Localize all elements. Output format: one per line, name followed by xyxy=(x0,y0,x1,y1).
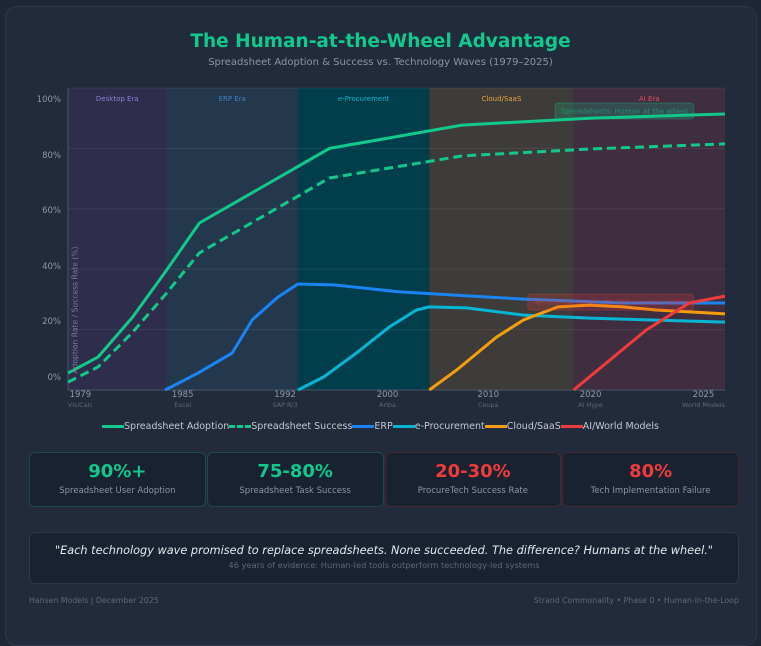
x-tick-year: 2000 xyxy=(376,390,399,400)
era-band-cloud-saas xyxy=(429,88,574,390)
y-tick-label: 40% xyxy=(42,261,61,272)
x-tick-year: 2025 xyxy=(692,390,715,400)
x-tick: 2010 Coupa xyxy=(477,390,499,410)
x-tick-event: World Models xyxy=(682,401,725,409)
legend-item-e-procurement[interactable]: e-Procurement xyxy=(392,421,485,432)
era-labels: Desktop Era ERP Era e-Procurement Cloud/Saa… xyxy=(96,95,660,103)
x-tick-event: VisiCalc xyxy=(68,401,93,409)
stat-value: 20-30% xyxy=(435,461,511,482)
x-tick-event: Excel xyxy=(174,401,192,409)
y-tick-label: 20% xyxy=(42,317,61,328)
x-tick-event: Ariba xyxy=(379,401,396,409)
x-tick: 2020 AI Hype xyxy=(578,390,603,410)
x-tick-year: 1992 xyxy=(274,390,296,400)
legend-label: ERP xyxy=(374,421,393,432)
series-line-erp xyxy=(164,282,725,392)
legend-swatch xyxy=(560,425,583,428)
stat-label: ProcureTech Success Rate xyxy=(417,486,528,496)
quote-text: "Each technology wave promised to replac… xyxy=(54,544,714,557)
x-tick: 2000 Ariba xyxy=(377,390,399,410)
y-tick-label: 60% xyxy=(42,206,61,217)
stat-label: Spreadsheet User Adoption xyxy=(59,486,176,496)
series-line-spreadsheet-adoption xyxy=(67,112,726,375)
era-label-desktop-era: Desktop Era xyxy=(96,95,139,103)
y-axis-tick-labels: 100% 80% 60% 40% 20% 0% xyxy=(20,95,61,384)
x-tick-year: 1979 xyxy=(69,390,92,400)
legend-swatch xyxy=(484,425,507,428)
legend-label: Spreadsheet Success xyxy=(251,421,353,432)
era-label-erp-era: ERP Era xyxy=(219,95,246,103)
y-tick-label: 100% xyxy=(36,95,61,105)
legend-swatch xyxy=(229,425,252,428)
legend-swatch xyxy=(352,425,375,428)
y-tick-label: 80% xyxy=(42,150,61,161)
legend-label: AI/World Models xyxy=(582,421,659,432)
legend-swatch xyxy=(392,425,415,428)
legend-item-cloud-saas[interactable]: Cloud/SaaS xyxy=(484,421,561,432)
chart-legend: Spreadsheet Adoption Spreadsheet Success… xyxy=(0,421,761,432)
annotation-text: Technology waves: 20-30% success ceiling xyxy=(533,298,688,307)
stat-label: Spreadsheet Task Success xyxy=(239,486,351,496)
x-tick-event: SAP R/3 xyxy=(272,401,298,409)
annotation-box xyxy=(527,293,695,311)
page-title: The Human-at-the-Wheel Advantage xyxy=(190,31,571,52)
stat-cards: 90%+ Spreadsheet User Adoption 75-80% Spre… xyxy=(29,452,739,507)
stat-label: Tech Implementation Failure xyxy=(590,486,711,496)
annotation-box xyxy=(554,102,695,120)
x-tick-event: Coupa xyxy=(478,401,499,409)
annotation: Technology waves: 20-30% success ceiling xyxy=(527,293,695,311)
era-label-e-procurement: e-Procurement xyxy=(338,95,390,103)
era-bands xyxy=(68,88,725,390)
stat-value: 80% xyxy=(629,461,673,482)
legend-swatch xyxy=(102,425,125,428)
x-tick-year: 2020 xyxy=(579,390,602,400)
era-band-ai-era xyxy=(573,88,725,390)
era-band-e-procurement xyxy=(297,88,430,390)
legend-label: e-Procurement xyxy=(414,421,485,432)
legend-item-spreadsheet-adoption[interactable]: Spreadsheet Adoption xyxy=(102,421,229,432)
series-line-ai-world-models xyxy=(572,294,726,392)
stat-card-adoption: 90%+ Spreadsheet User Adoption xyxy=(29,452,206,507)
annotation-text: Spreadsheets: Human at the wheel xyxy=(561,106,688,115)
stat-value: 75-80% xyxy=(257,461,333,482)
annotations: Spreadsheets: Human at the wheel Technolo… xyxy=(527,102,695,311)
era-label-cloud-saas: Cloud/SaaS xyxy=(482,95,522,103)
era-label-ai-era: AI Era xyxy=(639,95,660,103)
x-tick-event: AI Hype xyxy=(578,401,603,409)
legend-item-ai-world-models[interactable]: AI/World Models xyxy=(560,421,659,432)
legend-item-erp[interactable]: ERP xyxy=(352,421,393,432)
legend-item-spreadsheet-success[interactable]: Spreadsheet Success xyxy=(229,421,352,432)
footer-tags: Strand Commonality • Phase 0 • Human-in-… xyxy=(533,596,739,605)
quote-subtext: 46 years of evidence: Human-led tools ou… xyxy=(228,560,540,570)
axes xyxy=(67,88,725,391)
legend-label: Spreadsheet Adoption xyxy=(124,421,230,432)
stat-card-tech-failure: 80% Tech Implementation Failure xyxy=(562,452,739,507)
series-line-spreadsheet-success xyxy=(67,142,726,384)
quote-box: "Each technology wave promised to replac… xyxy=(29,532,739,584)
y-tick-label: 0% xyxy=(47,372,62,383)
x-tick: 1992 SAP R/3 xyxy=(273,390,298,410)
y-axis-title: Adoption Rate / Success Rate (%) xyxy=(70,246,80,374)
legend-label: Cloud/SaaS xyxy=(506,421,561,432)
footer-credit: Hansen Models | December 2025 xyxy=(29,596,159,605)
line-chart: Spreadsheets: Human at the wheel Technolo… xyxy=(67,87,726,392)
x-tick-year: 1985 xyxy=(171,390,194,400)
era-band-erp-era xyxy=(166,88,298,390)
x-tick: 1985 Excel xyxy=(172,390,194,410)
series-line-e-procurement xyxy=(297,305,726,392)
x-axis-tick-labels: 1979 VisiCalc 1985 Excel 1992 SAP R/3 2000 A… xyxy=(68,390,725,410)
stat-card-procuretech-success: 20-30% ProcureTech Success Rate xyxy=(384,452,562,507)
era-band-desktop-era xyxy=(68,88,167,390)
x-tick: 1979 VisiCalc xyxy=(68,390,93,410)
stat-value: 90%+ xyxy=(88,461,147,482)
x-tick-year: 2010 xyxy=(477,390,500,400)
series-line-cloud-saas xyxy=(428,303,726,392)
page-subtitle: Spreadsheet Adoption & Success vs. Techn… xyxy=(208,57,553,68)
annotation: Spreadsheets: Human at the wheel xyxy=(554,102,695,120)
series-lines xyxy=(67,112,726,392)
stat-card-task-success: 75-80% Spreadsheet Task Success xyxy=(206,452,384,507)
x-tick: 2025 World Models xyxy=(682,390,725,410)
